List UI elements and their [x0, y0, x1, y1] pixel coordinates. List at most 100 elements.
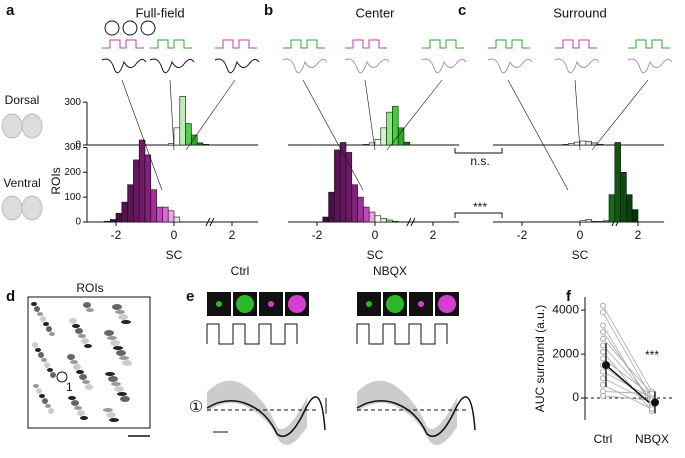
stimulus — [422, 40, 464, 48]
x-tick-label: -2 — [111, 228, 122, 242]
roi — [121, 320, 131, 324]
cell-point — [601, 349, 606, 354]
bar — [609, 195, 615, 222]
eye-icon — [2, 114, 42, 220]
cell-point — [601, 382, 606, 387]
panel-label: a — [6, 2, 15, 19]
stim-icon — [141, 21, 155, 35]
roi — [113, 346, 123, 350]
roi — [85, 384, 93, 390]
roi — [67, 354, 75, 360]
cell-line — [603, 385, 652, 409]
roi — [76, 370, 84, 374]
roi — [105, 372, 115, 376]
roi — [86, 308, 94, 312]
roi — [33, 384, 39, 388]
bar — [139, 140, 145, 222]
cell-point — [601, 393, 606, 398]
roi — [104, 330, 114, 336]
roi — [42, 398, 48, 404]
mean-point — [602, 361, 610, 369]
column-title: Surround — [553, 5, 606, 20]
roi — [75, 328, 83, 334]
bar — [563, 144, 569, 145]
x-tick-label: 0 — [171, 228, 178, 242]
connector — [508, 80, 568, 190]
roi — [119, 356, 129, 360]
bar — [162, 207, 168, 222]
stimulus — [150, 40, 192, 48]
stim-spot — [438, 295, 456, 313]
x-tick-label: -2 — [312, 228, 323, 242]
x-tick-label: 2 — [635, 228, 642, 242]
panel-label: d — [6, 288, 15, 305]
roi — [40, 316, 46, 322]
roi — [69, 318, 77, 324]
bar — [358, 197, 364, 222]
row-label: Ventral — [3, 176, 40, 190]
stimulus — [283, 40, 325, 48]
bar — [404, 142, 410, 145]
bar — [128, 185, 134, 222]
cell-point — [601, 336, 606, 341]
cell-point — [601, 369, 606, 374]
roi — [34, 306, 40, 312]
bar — [398, 128, 404, 145]
stim-spot — [288, 295, 306, 313]
roi — [80, 416, 88, 420]
stim-icon — [105, 21, 119, 35]
stim-spot — [236, 295, 254, 313]
stim-step — [207, 324, 297, 344]
response-trace — [628, 59, 672, 73]
roi — [122, 360, 132, 366]
connector — [365, 80, 375, 150]
bar — [369, 212, 375, 222]
bar — [340, 142, 346, 222]
roi — [37, 312, 43, 316]
roi — [110, 340, 120, 346]
response-trace — [345, 59, 389, 73]
connector — [303, 80, 363, 190]
roi — [116, 350, 126, 356]
roi — [44, 362, 50, 368]
bar — [568, 144, 574, 145]
cell-point — [601, 356, 606, 361]
stim-spot — [386, 295, 404, 313]
comparison-label: *** — [473, 200, 487, 214]
x-tick-label: 2 — [229, 228, 236, 242]
roi — [109, 418, 119, 422]
roi — [107, 336, 117, 340]
panel-label: b — [264, 2, 273, 19]
stimulus — [345, 40, 387, 48]
stim-spot — [366, 301, 372, 307]
response-trace — [488, 59, 532, 73]
bar — [363, 207, 369, 222]
cell-point — [650, 391, 655, 396]
roi — [111, 382, 121, 386]
y-axis-label: AUC surround (a.u.) — [533, 305, 547, 412]
x-tick-label: NBQX — [635, 432, 669, 446]
connector — [170, 80, 174, 150]
roi — [45, 404, 51, 408]
bar — [574, 142, 580, 145]
x-axis-label: SC — [166, 248, 183, 262]
bar — [104, 221, 110, 222]
bar — [381, 218, 387, 222]
bar — [203, 144, 209, 145]
roi — [115, 310, 125, 314]
y-tick-label: 4000 — [552, 302, 579, 316]
roi — [49, 332, 55, 336]
bar — [157, 207, 163, 222]
roi — [72, 324, 80, 328]
stim-spot — [268, 301, 274, 307]
roi — [47, 368, 53, 372]
y-tick-label: 2000 — [552, 346, 579, 360]
x-tick-label: -2 — [517, 228, 528, 242]
roi — [35, 348, 41, 352]
response-trace — [102, 59, 146, 73]
roi — [68, 396, 76, 400]
x-axis-label: SC — [572, 248, 589, 262]
roi — [81, 338, 89, 344]
bar — [392, 221, 398, 222]
bar — [375, 216, 381, 222]
